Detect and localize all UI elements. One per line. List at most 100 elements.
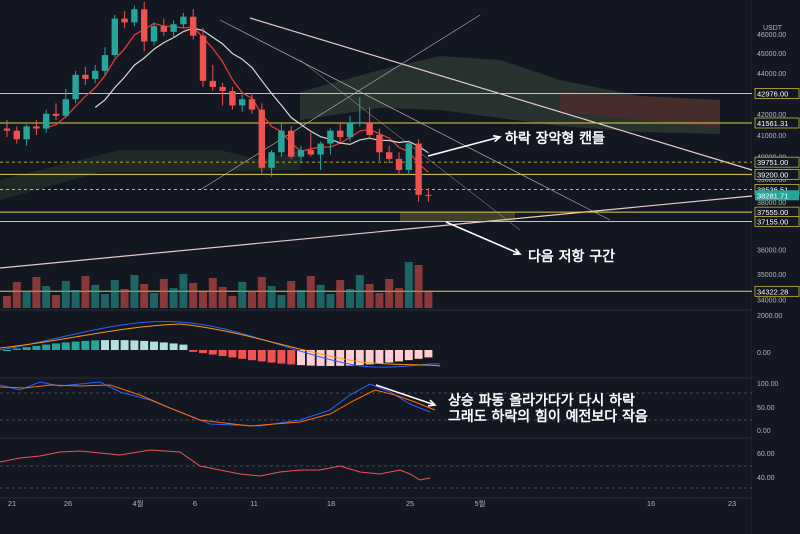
macd-histogram-bar xyxy=(208,350,217,355)
macd-histogram-bar xyxy=(12,348,21,350)
macd-histogram-bar xyxy=(71,341,80,350)
volume-bar xyxy=(42,286,51,308)
candle-body xyxy=(3,128,11,131)
price-axis: 45000.0044000.0042000.0041000.0040000.00… xyxy=(752,0,800,534)
candle-body xyxy=(307,150,314,155)
volume-bar xyxy=(52,295,60,308)
macd-histogram-bar xyxy=(120,340,129,350)
candle-body xyxy=(327,130,334,144)
macd-histogram-bar xyxy=(52,343,60,350)
level-label-box xyxy=(754,216,800,227)
candle-body xyxy=(239,99,246,106)
level-label: 39751.00 xyxy=(757,158,788,167)
price-tick-label: 46000.00 xyxy=(757,32,786,39)
volume-bar xyxy=(150,293,158,308)
macd-line xyxy=(0,321,441,368)
volume-bar xyxy=(306,276,315,308)
volume-bar xyxy=(404,262,413,308)
arrow-bearish-engulfing-head xyxy=(492,134,502,143)
macd-histogram-bar xyxy=(404,350,413,361)
volume-bar xyxy=(32,277,41,308)
candle-body xyxy=(317,143,324,155)
candle-body xyxy=(180,16,187,25)
macd-histogram-bar xyxy=(316,350,325,366)
time-tick-label: 11 xyxy=(250,499,258,508)
stochastic-pane xyxy=(0,381,752,427)
time-tick-label: 26 xyxy=(64,499,72,508)
time-tick-label: 4월 xyxy=(132,498,143,508)
macd-histogram-bar xyxy=(267,350,276,363)
time-tick-label: 21 xyxy=(8,499,16,508)
macd-histogram-bar xyxy=(395,350,403,362)
volume-bar xyxy=(91,285,100,308)
macd-histogram-bar xyxy=(238,350,247,359)
price-tick-label: 41000.00 xyxy=(757,133,786,140)
candle-body xyxy=(376,134,383,153)
macd-histogram-bar xyxy=(375,350,384,364)
current-price-box xyxy=(755,190,799,201)
volume-bar xyxy=(81,276,90,308)
level-label: 37155.00 xyxy=(757,218,788,227)
level-label: 41561.31 xyxy=(757,119,788,128)
volume-bar xyxy=(179,274,188,308)
candle-body xyxy=(415,143,422,195)
currency-label: USDT xyxy=(763,25,783,32)
macd-histogram-bar xyxy=(130,340,139,350)
level-label-box xyxy=(754,169,800,180)
level-label: 42976.00 xyxy=(757,90,788,99)
candle-body xyxy=(297,150,305,157)
candle-body xyxy=(43,113,50,129)
volume-bar xyxy=(257,277,266,308)
candle-body xyxy=(101,55,109,71)
volume-bar xyxy=(3,296,11,308)
candle-body xyxy=(111,18,118,56)
candle-body xyxy=(170,24,177,32)
volume-bars xyxy=(3,262,433,308)
macd-histogram-bar xyxy=(218,350,227,357)
volume-bar xyxy=(71,290,80,308)
macd-histogram-bar xyxy=(22,347,31,350)
macd-histogram-bar xyxy=(277,350,286,364)
time-tick-label: 6 xyxy=(193,499,197,508)
candle-body xyxy=(141,9,148,42)
volume-bar xyxy=(424,292,433,308)
candle-body xyxy=(23,126,30,140)
volume-bar xyxy=(414,265,423,308)
macd-histogram-bar xyxy=(150,341,158,350)
macd-signal-line xyxy=(0,323,441,367)
macd-histogram-bar xyxy=(355,350,364,366)
volume-bar xyxy=(336,280,345,308)
macd-histogram-bar xyxy=(179,344,188,350)
volume-bar xyxy=(208,278,217,308)
volume-bar xyxy=(277,295,286,308)
stoch-tick-label: 50.00 xyxy=(757,405,775,412)
volume-bar xyxy=(267,286,276,308)
volume-bar xyxy=(61,281,70,308)
volume-bar xyxy=(110,280,119,308)
price-tick-label: 36000.00 xyxy=(757,247,786,254)
arrow-next-resistance xyxy=(445,221,521,255)
volume-bar xyxy=(120,289,129,308)
volume-bar xyxy=(395,288,403,308)
volume-bar xyxy=(101,294,109,308)
volume-bar xyxy=(287,281,296,308)
rsi-tick-label: 40.00 xyxy=(757,475,775,482)
volume-bar xyxy=(375,293,384,308)
rsi-pane xyxy=(0,449,752,489)
candle-body xyxy=(229,91,236,106)
price-tick-label: 35000.00 xyxy=(757,272,786,279)
macd-histogram-bar xyxy=(101,340,109,350)
level-label-box xyxy=(754,285,800,297)
macd-histogram-bar xyxy=(385,350,394,363)
macd-pane xyxy=(0,321,441,368)
volume-bar xyxy=(169,288,178,308)
level-label-box xyxy=(754,88,800,99)
macd-histogram-bar xyxy=(61,342,70,350)
macd-histogram-bar xyxy=(3,350,11,351)
volume-bar xyxy=(199,292,207,308)
volume-bar xyxy=(316,285,325,308)
time-tick-label: 5월 xyxy=(474,498,485,508)
volume-bar xyxy=(189,283,198,308)
price-tick-label: 45000.00 xyxy=(757,51,786,58)
